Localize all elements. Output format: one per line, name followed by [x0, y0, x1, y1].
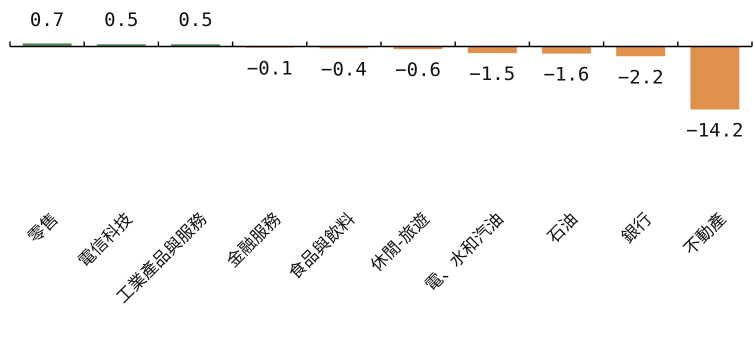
category-label: 休閒-旅遊 [367, 209, 434, 276]
bar [467, 46, 517, 54]
data-label: 0.5 [178, 9, 212, 31]
value-labels: 0.7 0.5 0.5 −0.1 −0.4 −0.6 −1.5 −1.6 −2.2 −14.2 [30, 9, 744, 142]
data-label: −1.6 [544, 64, 590, 86]
data-label: −0.1 [247, 58, 293, 80]
bar [690, 46, 740, 110]
category-label: 零售 [24, 209, 62, 247]
data-label: −0.6 [395, 59, 441, 81]
bar [542, 46, 591, 54]
axis-ticks [9, 41, 753, 47]
bar [319, 46, 369, 49]
category-label: 金融服務 [223, 209, 285, 271]
category-label: 石油 [544, 209, 582, 247]
bar [96, 44, 146, 47]
category-label: 銀行 [618, 209, 656, 247]
category-label: 不動產 [680, 209, 730, 259]
bar [22, 43, 72, 47]
bar [393, 46, 443, 50]
category-label: 電信科技 [75, 209, 137, 271]
data-label: 0.5 [104, 9, 138, 31]
data-label: −1.5 [469, 63, 515, 85]
data-label: −0.4 [321, 58, 367, 80]
data-label: 0.7 [30, 9, 64, 31]
category-label: 食品與飲料 [285, 209, 359, 283]
bar [171, 44, 220, 47]
bars-group [22, 43, 740, 110]
category-label: 電、水和汽油 [422, 209, 508, 295]
bar [616, 46, 666, 57]
data-label: −2.2 [618, 66, 664, 88]
data-label: −14.2 [686, 120, 743, 142]
